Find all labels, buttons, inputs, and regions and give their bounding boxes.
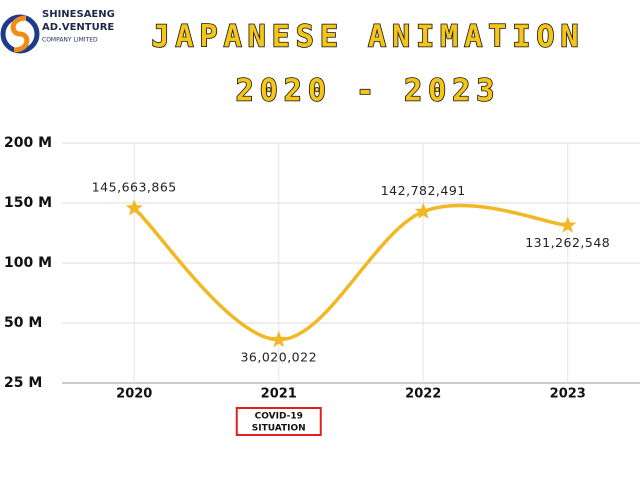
x-tick-label: 2022: [405, 387, 441, 402]
point-marker: [559, 216, 577, 233]
y-tick-label: 200 M: [4, 135, 52, 151]
y-tick-label: 50 M: [4, 315, 42, 331]
annotation-text: COVID-19: [255, 412, 303, 422]
point-marker: [125, 199, 143, 216]
series-line: [133, 203, 568, 342]
logo-name: SHINESAENG: [42, 9, 115, 20]
chart-subtitle: 2020 - 2023: [236, 74, 501, 109]
logo-s: [10, 15, 30, 53]
logo-line: COMPANY LIMITED: [42, 37, 98, 44]
y-tick-label: 100 M: [4, 255, 52, 271]
y-tick-label: 25 M: [4, 375, 42, 391]
point-marker: [414, 202, 432, 219]
value-label: 142,782,491: [381, 183, 466, 198]
y-tick-label: 150 M: [4, 195, 52, 211]
x-tick-label: 2020: [116, 387, 152, 402]
x-tick-label: 2023: [550, 387, 586, 402]
value-label: 131,262,548: [525, 235, 610, 250]
value-label: 36,020,022: [240, 349, 317, 364]
annotation-text: SITUATION: [252, 424, 306, 434]
chart-title: JAPANESE ANIMATION: [151, 20, 584, 55]
logo: SHINESAENG AD.VENTURE COMPANY LIMITED: [0, 9, 115, 54]
annotation-box: [235, 407, 322, 436]
value-label: 145,663,865: [92, 180, 177, 195]
point-marker: [270, 330, 288, 348]
logo-line: AD.VENTURE: [42, 22, 114, 33]
x-tick-label: 2021: [261, 387, 297, 402]
